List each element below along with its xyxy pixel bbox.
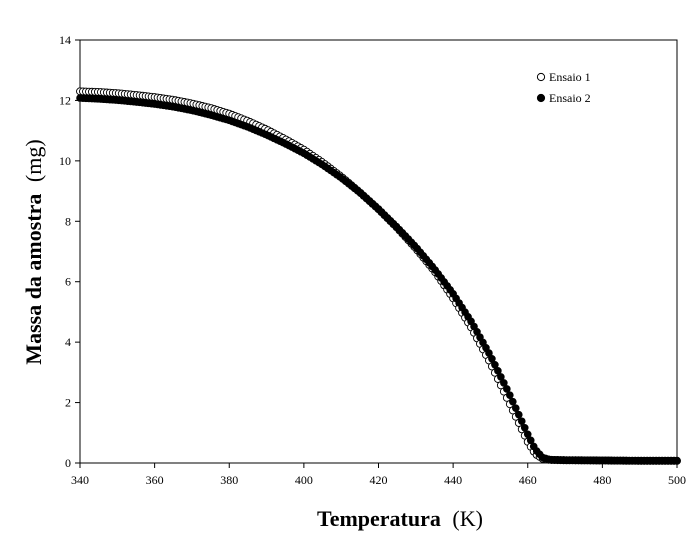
x-tick-label: 460 — [519, 473, 537, 487]
y-tick-label: 14 — [59, 33, 71, 47]
x-axis-unit: (K) — [452, 506, 483, 531]
y-tick-label: 4 — [65, 335, 71, 349]
data-point — [673, 456, 681, 465]
data-point — [488, 354, 496, 363]
x-tick-label: 480 — [593, 473, 611, 487]
y-tick-label: 6 — [65, 275, 71, 289]
legend-label-ensaio-2: Ensaio 2 — [549, 91, 591, 105]
data-point — [491, 360, 499, 369]
legend-label-ensaio-1: Ensaio 1 — [549, 70, 591, 84]
y-tick-label: 12 — [59, 93, 71, 107]
legend-marker-ensaio-1 — [536, 72, 546, 82]
x-tick-label: 380 — [220, 473, 238, 487]
x-tick-label: 400 — [295, 473, 313, 487]
legend: Ensaio 1 Ensaio 2 — [536, 70, 591, 105]
x-tick-label: 420 — [370, 473, 388, 487]
data-series — [76, 87, 681, 465]
y-tick-label: 0 — [65, 456, 71, 470]
data-point — [494, 367, 502, 375]
data-point — [512, 404, 520, 412]
data-point — [517, 417, 526, 426]
x-tick-label: 440 — [444, 473, 462, 487]
data-point — [506, 391, 514, 399]
legend-marker-ensaio-2 — [536, 93, 546, 103]
x-tick-label: 340 — [71, 473, 89, 487]
series-ensaio-1 — [76, 87, 681, 465]
x-tick-label: 500 — [668, 473, 686, 487]
y-tick-label: 8 — [65, 214, 71, 228]
y-tick-label: 2 — [65, 396, 71, 410]
data-point — [514, 410, 523, 419]
data-point — [523, 430, 532, 439]
data-point — [500, 379, 508, 387]
x-axis-title: Temperatura (K) — [317, 506, 483, 531]
data-point — [520, 423, 529, 432]
series-ensaio-2 — [76, 94, 681, 465]
x-axis-label: Temperatura — [317, 506, 441, 531]
x-tick-label: 360 — [146, 473, 164, 487]
data-point — [509, 397, 517, 406]
data-point — [526, 436, 535, 445]
data-point — [497, 373, 505, 381]
y-axis-title: Massa da amostra (mg) — [21, 139, 46, 364]
y-axis-label: Massa da amostra — [21, 194, 46, 365]
y-axis-unit: (mg) — [21, 139, 46, 182]
y-tick-label: 10 — [59, 154, 71, 168]
data-point — [503, 385, 511, 393]
